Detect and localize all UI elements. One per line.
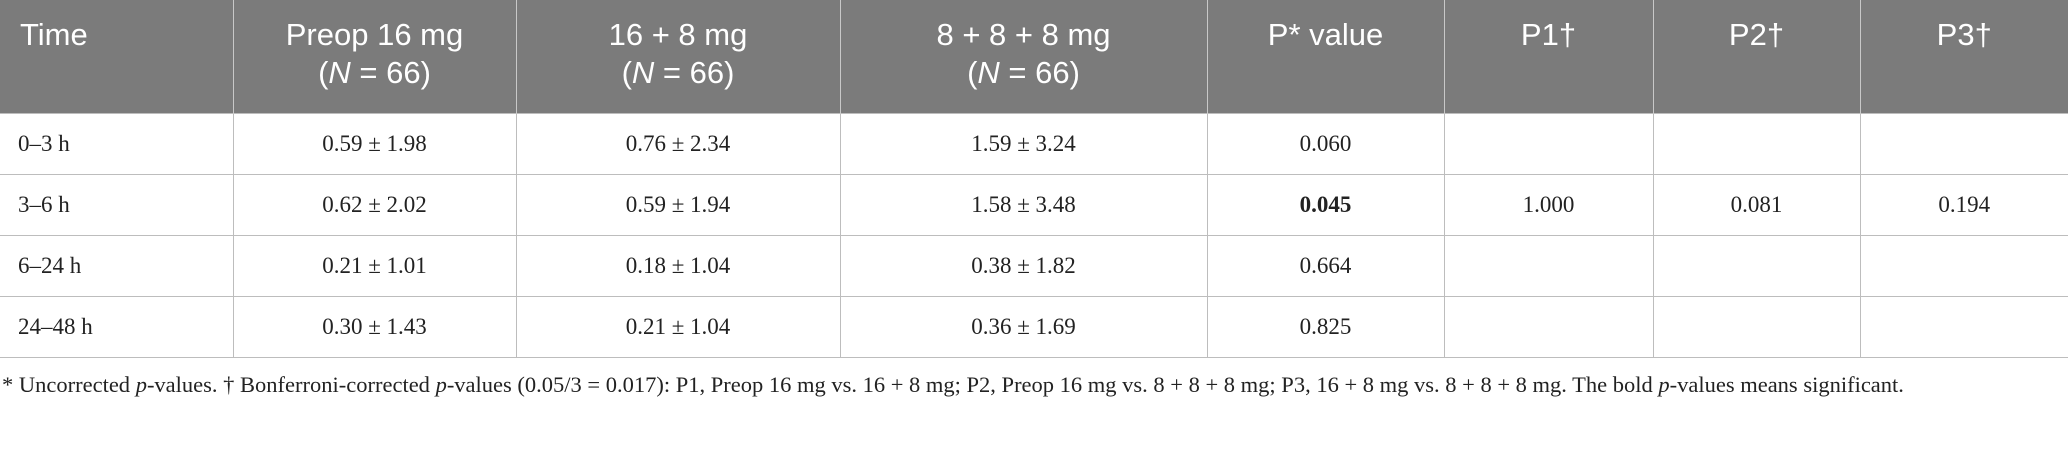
table-cell: [1652, 112, 1861, 175]
footnote-italic: p: [1658, 371, 1670, 397]
cell-text: 1.58 ± 3.48: [971, 191, 1076, 217]
table-cell: 1.59 ± 3.24: [839, 112, 1208, 175]
header-line: 8 + 8 + 8 mg: [936, 17, 1111, 52]
footnote-italic: p: [435, 371, 447, 397]
table-cell: 6–24 h: [0, 234, 234, 297]
header-cell: Time: [0, 0, 233, 113]
cell-text: 1.59 ± 3.24: [971, 130, 1076, 156]
table-cell: 3–6 h: [0, 173, 234, 236]
table-cell: 0.21 ± 1.01: [232, 234, 517, 297]
table-cell: 0.194: [1859, 173, 2068, 236]
footnote: * Uncorrected p-values. † Bonferroni-cor…: [0, 358, 2068, 403]
table-cell: 0.76 ± 2.34: [515, 112, 841, 175]
table-body: 0–3 h 0.59 ± 1.98 0.76 ± 2.34 1.59 ± 3.24 0.…: [0, 112, 2068, 358]
table-cell: 1.58 ± 3.48: [839, 173, 1208, 236]
header-row: Time Preop 16 mg (N = 66) 16 + 8 mg (N = 66)…: [0, 0, 2068, 113]
header-part: (: [621, 55, 632, 90]
header-line: P3†: [1936, 17, 1992, 52]
header-cell: P3†: [1859, 0, 2068, 113]
cell-text: 0.194: [1938, 191, 1991, 217]
header-cell: Preop 16 mg (N = 66): [232, 0, 516, 113]
header-cell: 8 + 8 + 8 mg (N = 66): [839, 0, 1207, 113]
table-cell: 0.081: [1652, 173, 1861, 236]
footnote-text: -values means significant.: [1669, 371, 1904, 397]
table-cell: 1.000: [1443, 173, 1654, 236]
cell-text: 0.21 ± 1.01: [322, 252, 427, 278]
cell-text: 0.664: [1299, 252, 1352, 278]
table-cell: 0.38 ± 1.82: [839, 234, 1208, 297]
table-cell: 0.664: [1206, 234, 1445, 297]
header-line: P2†: [1728, 17, 1785, 52]
table-cell: [1443, 112, 1654, 175]
header-part: = 66): [350, 55, 431, 90]
table-cell: 0.045: [1206, 173, 1445, 236]
table-row: 24–48 h 0.30 ± 1.43 0.21 ± 1.04 0.36 ± 1.69…: [0, 295, 2068, 358]
table-cell: [1443, 234, 1654, 297]
cell-text: 0.045: [1299, 191, 1352, 217]
header-part: = 66): [654, 55, 735, 90]
cell-text: 3–6 h: [18, 191, 70, 217]
cell-text: 1.000: [1522, 191, 1575, 217]
table-cell: 0.18 ± 1.04: [515, 234, 841, 297]
header-part: (: [967, 55, 978, 90]
table-cell: [1652, 295, 1861, 358]
header-line: (N = 66): [849, 54, 1199, 92]
footnote-text: * Uncorrected: [2, 371, 136, 397]
table-cell: 0.62 ± 2.02: [232, 173, 517, 236]
footnote-text: -values. † Bonferroni-corrected: [146, 371, 436, 397]
table-row: 0–3 h 0.59 ± 1.98 0.76 ± 2.34 1.59 ± 3.24 0.…: [0, 112, 2068, 175]
footnote-italic: p: [135, 371, 147, 397]
table-cell: 24–48 h: [0, 295, 234, 358]
cell-text: 0.59 ± 1.94: [625, 191, 731, 217]
header-line: Time: [20, 17, 88, 52]
table-cell: [1859, 295, 2068, 358]
header-line: (N = 66): [242, 54, 508, 92]
footnote-text: -values (0.05/3 = 0.017): P1, Preop 16 m…: [446, 371, 1659, 397]
cell-text: 0.62 ± 2.02: [322, 191, 427, 217]
cell-text: 0.21 ± 1.04: [625, 313, 731, 339]
table-cell: 0.59 ± 1.98: [232, 112, 517, 175]
header-cell: 16 + 8 mg (N = 66): [515, 0, 840, 113]
cell-text: 0.30 ± 1.43: [322, 313, 427, 339]
cell-text: 0.76 ± 2.34: [625, 130, 731, 156]
table-row: 3–6 h 0.62 ± 2.02 0.59 ± 1.94 1.58 ± 3.48 0.…: [0, 173, 2068, 236]
table-row: 6–24 h 0.21 ± 1.01 0.18 ± 1.04 0.38 ± 1.82 0…: [0, 234, 2068, 297]
header-part: N: [977, 55, 1000, 90]
header-line: Preop 16 mg: [285, 17, 464, 52]
table-cell: [1859, 234, 2068, 297]
cell-text: 0.081: [1730, 191, 1783, 217]
header-line: 16 + 8 mg: [608, 17, 748, 52]
table-cell: 0.30 ± 1.43: [232, 295, 517, 358]
table-cell: [1443, 295, 1654, 358]
header-part: N: [631, 55, 655, 90]
table-cell: 0–3 h: [0, 112, 234, 175]
table-cell: 0.825: [1206, 295, 1445, 358]
cell-text: 0.825: [1299, 313, 1352, 339]
cell-text: 0.18 ± 1.04: [625, 252, 731, 278]
header-cell: P2†: [1652, 0, 1860, 113]
cell-text: 0.38 ± 1.82: [971, 252, 1076, 278]
header-part: N: [328, 55, 351, 90]
cell-text: 0–3 h: [18, 130, 70, 156]
cell-text: 6–24 h: [18, 252, 82, 278]
table-cell: [1859, 112, 2068, 175]
table-cell: [1652, 234, 1861, 297]
header-line: P1†: [1520, 17, 1577, 52]
header-line: P* value: [1267, 17, 1384, 52]
header-line: (N = 66): [525, 54, 832, 92]
header-part: = 66): [999, 55, 1080, 90]
table-cell: 0.21 ± 1.04: [515, 295, 841, 358]
table-cell: 0.36 ± 1.69: [839, 295, 1208, 358]
cell-text: 0.060: [1299, 130, 1352, 156]
cell-text: 0.59 ± 1.98: [322, 130, 427, 156]
cell-text: 0.36 ± 1.69: [971, 313, 1076, 339]
header-cell: P* value: [1206, 0, 1444, 113]
data-table: Time Preop 16 mg (N = 66) 16 + 8 mg (N = 66)…: [0, 0, 2068, 358]
cell-text: 24–48 h: [18, 313, 93, 339]
header-part: (: [318, 55, 329, 90]
table-cell: 0.060: [1206, 112, 1445, 175]
table-cell: 0.59 ± 1.94: [515, 173, 841, 236]
header-cell: P1†: [1443, 0, 1653, 113]
